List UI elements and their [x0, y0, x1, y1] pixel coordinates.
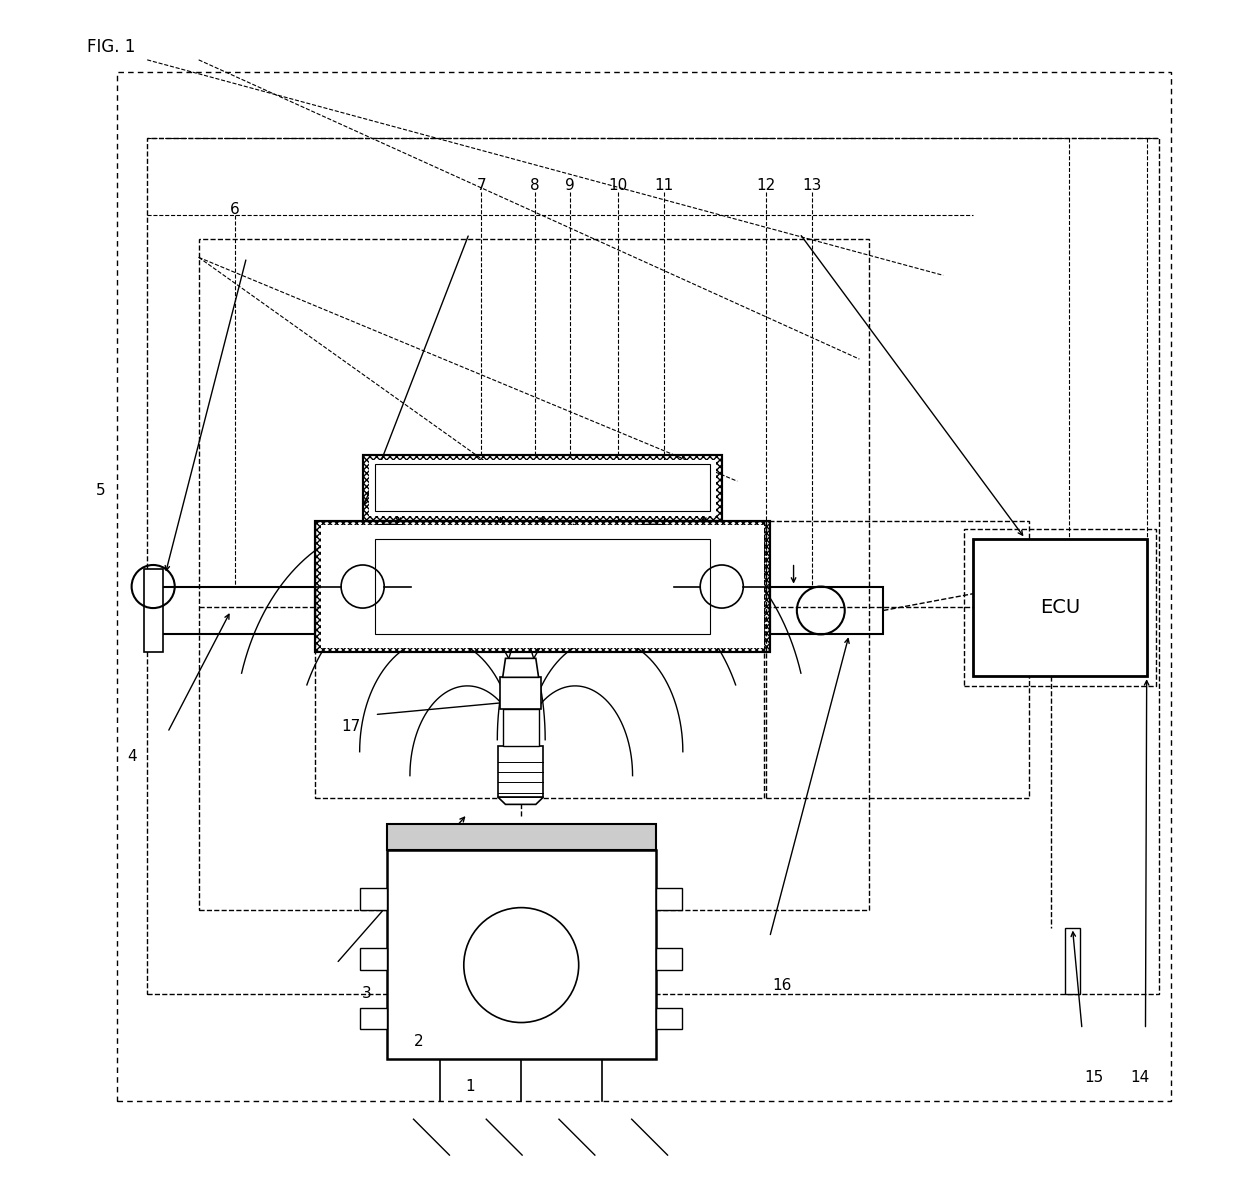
- Text: 1: 1: [465, 1080, 475, 1094]
- Bar: [656, 888, 682, 910]
- Bar: [387, 850, 656, 1059]
- Bar: [361, 1008, 387, 1029]
- Bar: [1065, 928, 1080, 994]
- Bar: [361, 888, 387, 910]
- Bar: [315, 521, 770, 652]
- Bar: [321, 525, 764, 648]
- Text: 2: 2: [414, 1034, 424, 1049]
- Bar: [362, 455, 722, 521]
- Bar: [502, 710, 538, 746]
- Bar: [315, 521, 764, 798]
- Text: 15: 15: [1085, 1070, 1104, 1084]
- Bar: [361, 948, 387, 970]
- Text: 13: 13: [802, 178, 821, 193]
- Bar: [500, 678, 541, 710]
- Bar: [368, 460, 715, 516]
- Bar: [973, 539, 1147, 676]
- Bar: [148, 587, 315, 634]
- Bar: [387, 824, 656, 850]
- Text: 4: 4: [126, 749, 136, 764]
- Bar: [656, 1008, 682, 1029]
- Bar: [963, 529, 1156, 686]
- Text: 12: 12: [756, 178, 776, 193]
- Text: 8: 8: [531, 178, 539, 193]
- Bar: [374, 464, 709, 511]
- Bar: [498, 746, 543, 797]
- Polygon shape: [502, 658, 538, 678]
- Text: 11: 11: [655, 178, 673, 193]
- Bar: [656, 948, 682, 970]
- Text: 17: 17: [341, 719, 361, 734]
- Polygon shape: [498, 797, 543, 804]
- Text: 3: 3: [361, 986, 371, 1001]
- Bar: [148, 138, 1158, 994]
- Text: 14: 14: [1130, 1070, 1149, 1084]
- Text: FIG. 1: FIG. 1: [87, 38, 135, 56]
- Bar: [198, 239, 869, 910]
- Text: 7: 7: [476, 178, 486, 193]
- Text: 10: 10: [608, 178, 627, 193]
- Text: 5: 5: [95, 484, 105, 498]
- Text: ECU: ECU: [1040, 598, 1080, 616]
- Bar: [770, 587, 883, 634]
- Text: 6: 6: [229, 202, 239, 217]
- Bar: [766, 521, 1029, 798]
- Text: 16: 16: [773, 978, 791, 992]
- Bar: [315, 521, 770, 652]
- Bar: [118, 72, 1171, 1101]
- Bar: [362, 455, 722, 521]
- Text: 9: 9: [565, 178, 574, 193]
- Bar: [144, 569, 162, 652]
- Bar: [374, 539, 709, 634]
